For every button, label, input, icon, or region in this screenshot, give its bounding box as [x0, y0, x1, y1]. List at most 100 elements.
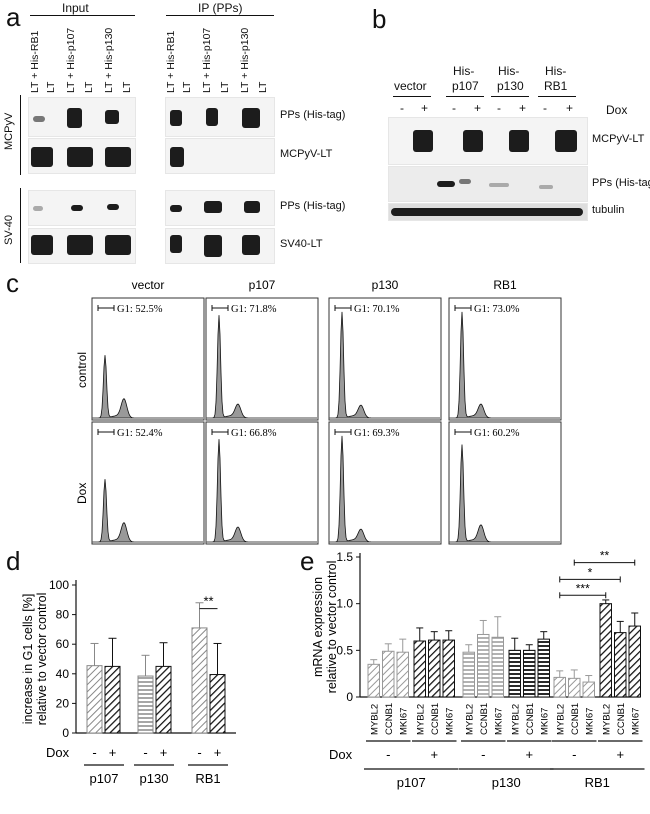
y-axis-label: mRNA expression [311, 577, 325, 677]
g1-percentage: G1: 52.4% [117, 428, 163, 439]
dox-sign: - [92, 745, 96, 760]
sv40-bracket [20, 188, 22, 263]
ip-blot-mcpyv-lt [165, 138, 275, 174]
g1-percentage: G1: 52.5% [117, 304, 163, 315]
input-header: Input [62, 1, 89, 15]
gene-label: MYBL2 [555, 704, 566, 735]
b-row-label-mcpyv-lt: MCPyV-LT [592, 133, 645, 145]
b-group-underline [393, 96, 431, 98]
input-lane-label: LT [83, 81, 95, 93]
sv40-group-label: SV-40 [3, 215, 15, 245]
bar [599, 603, 612, 698]
bar [428, 639, 441, 698]
group-label: p130 [492, 775, 521, 790]
mcpyv-bracket [20, 95, 22, 175]
dox-sign: + [525, 747, 533, 762]
group-label: RB1 [195, 771, 220, 786]
b-dox-sign: - [400, 101, 404, 115]
gene-label: MYBL2 [464, 704, 475, 735]
mcpyv-group-label: MCPyV [3, 112, 15, 150]
gene-label: CCNB1 [479, 703, 490, 735]
panel-a-letter: a [6, 2, 21, 32]
bar [86, 665, 103, 734]
bar [209, 674, 226, 734]
dox-sign: + [616, 747, 624, 762]
g1-percentage: G1: 60.2% [474, 428, 520, 439]
bar [413, 640, 426, 698]
histogram-curve [449, 444, 560, 543]
b-group-label-top: His- [545, 64, 567, 78]
ip-blot-sv40-lt [165, 228, 275, 264]
dox-sign: - [143, 745, 147, 760]
b-dox-sign: + [519, 101, 527, 115]
input-lane-label: LT + His-p130 [103, 27, 115, 93]
histogram-frame [205, 421, 319, 545]
ip-blot-pps-mcpyv [165, 97, 275, 137]
bar [477, 633, 490, 698]
column-title: p130 [372, 278, 399, 292]
histogram-curve [92, 355, 203, 419]
input-lane-label: LT + His-p107 [65, 27, 77, 93]
bar [367, 663, 380, 698]
ip-header: IP (PPs) [198, 1, 243, 15]
b-blot-pps [388, 166, 588, 202]
histogram-frame [205, 297, 319, 421]
g1-percentage: G1: 71.8% [231, 304, 277, 315]
gene-label: MYBL2 [415, 704, 426, 735]
histogram-curve [206, 439, 317, 543]
dox-sign: + [109, 745, 117, 760]
b-dox-sign: + [566, 101, 574, 115]
histogram-frame [448, 421, 562, 545]
bar [508, 649, 521, 698]
bar [104, 665, 121, 734]
panel-c-letter: c [6, 268, 19, 298]
dox-sign: + [160, 745, 168, 760]
histogram-curve [206, 315, 317, 419]
y-tick-label: 0 [346, 690, 353, 704]
g1-percentage: G1: 66.8% [231, 428, 277, 439]
bar [537, 638, 550, 698]
y-tick-label: 80 [56, 608, 70, 622]
gene-label: CCNB1 [525, 703, 536, 735]
dox-sign: + [430, 747, 438, 762]
b-blot-mcpyv-lt [388, 117, 588, 165]
row-title-dox: Dox [75, 483, 89, 504]
ip-lane-label: LT [181, 81, 193, 93]
g1-percentage: G1: 69.3% [354, 428, 400, 439]
bar [382, 650, 395, 698]
bar [442, 639, 455, 698]
dox-label: Dox [329, 747, 353, 762]
y-tick-label: 100 [49, 578, 69, 592]
b-dox-sign: + [474, 101, 482, 115]
histogram-frame [91, 421, 205, 545]
y-tick-label: 1.5 [336, 550, 353, 564]
significance-mark: ** [600, 549, 610, 563]
column-title: p107 [249, 278, 276, 292]
group-label: p130 [140, 771, 169, 786]
bar [137, 675, 154, 734]
significance-mark: ** [203, 594, 213, 609]
g1-percentage: G1: 73.0% [474, 304, 520, 315]
input-lane-label: LT [121, 81, 133, 93]
b-group-label: vector [394, 79, 427, 93]
dox-sign: - [572, 747, 576, 762]
y-axis-label: relative to vector control [35, 593, 49, 726]
panel-e-letter: e [300, 546, 315, 576]
group-label: p107 [90, 771, 119, 786]
bar [614, 632, 627, 698]
column-title: RB1 [493, 278, 517, 292]
gene-label: MKI67 [444, 708, 455, 735]
bar [491, 636, 504, 698]
row-title-control: control [75, 352, 89, 388]
y-tick-label: 1.0 [336, 597, 353, 611]
column-title: vector [132, 278, 165, 292]
gene-label: MKI67 [630, 708, 641, 735]
gene-label: CCNB1 [570, 703, 581, 735]
bar [462, 651, 475, 698]
input-blot-pps-mcpyv [28, 97, 136, 137]
panel-b-letter: b [372, 4, 387, 34]
panel-d-chart: 0 20 40 60 80 100 increase in G1 cells [%] rela… [21, 578, 236, 786]
y-tick-label: 60 [56, 637, 70, 651]
input-lane-label: LT + His-RB1 [29, 30, 41, 93]
ip-lane-label: LT + His-p130 [239, 27, 251, 93]
